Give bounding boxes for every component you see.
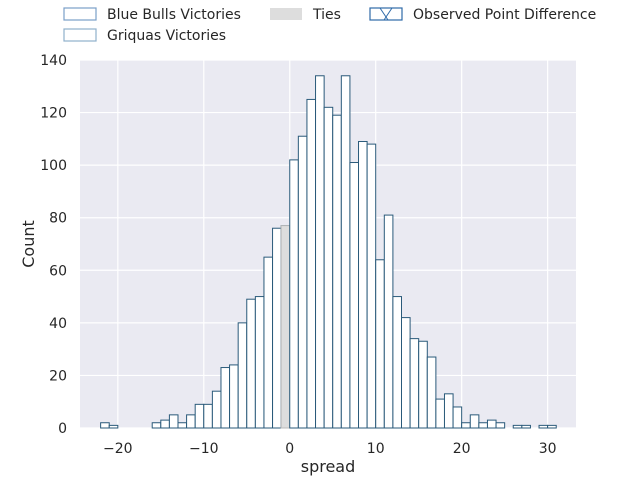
histogram-bar	[547, 424, 557, 429]
legend-label: Blue Bulls Victories	[107, 7, 241, 23]
histogram-bar	[203, 403, 213, 429]
histogram-bar	[229, 364, 239, 429]
y-axis-label: Count	[19, 220, 38, 268]
x-tick-label: −20	[103, 441, 133, 457]
histogram-bar	[246, 298, 256, 429]
y-tick-label: 60	[49, 263, 67, 279]
histogram-bar	[297, 135, 308, 429]
histogram-bar	[272, 227, 282, 429]
y-tick-label: 20	[49, 368, 67, 384]
legend-item: Ties	[270, 7, 341, 23]
legend-swatch	[63, 28, 97, 42]
histogram-bar	[332, 114, 342, 429]
histogram-bar	[521, 424, 531, 429]
histogram-bar	[461, 422, 471, 429]
legend-label: Griquas Victories	[107, 28, 226, 44]
legend-swatch	[63, 7, 97, 21]
histogram-bar	[469, 414, 480, 429]
histogram-bar	[452, 406, 463, 429]
histogram-bar	[315, 75, 325, 429]
histogram-bar	[168, 414, 179, 429]
legend-hatch	[379, 7, 389, 21]
x-tick-label: 30	[539, 441, 557, 457]
histogram-bar	[358, 140, 368, 429]
histogram-bar	[160, 419, 170, 429]
histogram-bar	[409, 338, 420, 429]
x-tick-label: −10	[189, 441, 219, 457]
histogram-bar	[375, 259, 385, 429]
histogram-bar	[538, 424, 549, 429]
histogram-bar	[194, 403, 205, 429]
legend: Blue Bulls Victories Griquas Victories Tie…	[63, 7, 596, 44]
histogram-bar	[100, 422, 110, 429]
histogram-bars	[100, 75, 557, 429]
x-tick-label: 10	[367, 441, 385, 457]
histogram-bar	[400, 317, 411, 429]
legend-label: Ties	[312, 7, 341, 23]
legend-hatch	[383, 7, 393, 21]
histogram-bar	[435, 398, 445, 429]
y-tick-label: 140	[40, 53, 67, 69]
histogram-bar	[237, 322, 248, 429]
histogram-bar	[186, 414, 196, 429]
histogram-bar	[383, 214, 394, 429]
histogram-bar	[177, 422, 188, 429]
histogram-bar	[486, 419, 497, 429]
legend-item: Blue Bulls Victories	[63, 7, 241, 23]
legend-swatch	[270, 8, 302, 20]
histogram-bar	[495, 422, 506, 429]
histogram-bar	[392, 296, 402, 429]
histogram-bar	[478, 422, 488, 429]
x-axis-ticks: −20 −10 0 10 20 30	[103, 441, 556, 457]
y-tick-label: 40	[49, 316, 67, 332]
y-tick-label: 80	[49, 211, 67, 227]
x-axis-label: spread	[301, 457, 356, 476]
histogram-bar	[108, 424, 119, 429]
y-tick-label: 0	[58, 421, 67, 437]
histogram-bar	[280, 225, 291, 429]
legend-item: Observed Point Difference	[369, 7, 596, 23]
y-tick-label: 120	[40, 106, 67, 122]
histogram-bar	[426, 356, 437, 429]
histogram-bar	[418, 340, 428, 429]
histogram-bar	[151, 422, 162, 429]
histogram-bar	[211, 390, 222, 429]
y-axis-ticks: 0 20 40 60 80 100 120 140	[40, 53, 67, 437]
histogram-bar	[306, 98, 317, 429]
legend-swatch	[369, 7, 403, 21]
histogram-bar	[323, 106, 334, 429]
histogram-bar	[263, 256, 274, 429]
x-tick-label: 20	[453, 441, 471, 457]
histogram-bar	[220, 367, 231, 429]
legend-label: Observed Point Difference	[413, 7, 596, 23]
histogram-bar	[289, 159, 299, 429]
histogram-bar	[340, 75, 351, 429]
histogram-bar	[512, 424, 523, 429]
histogram-bar	[349, 162, 360, 429]
histogram-bar	[254, 296, 265, 429]
histogram-bar	[443, 393, 454, 429]
histogram-bar	[366, 143, 377, 429]
y-tick-label: 100	[40, 158, 67, 174]
x-tick-label: 0	[285, 441, 294, 457]
legend-item: Griquas Victories	[63, 28, 226, 44]
